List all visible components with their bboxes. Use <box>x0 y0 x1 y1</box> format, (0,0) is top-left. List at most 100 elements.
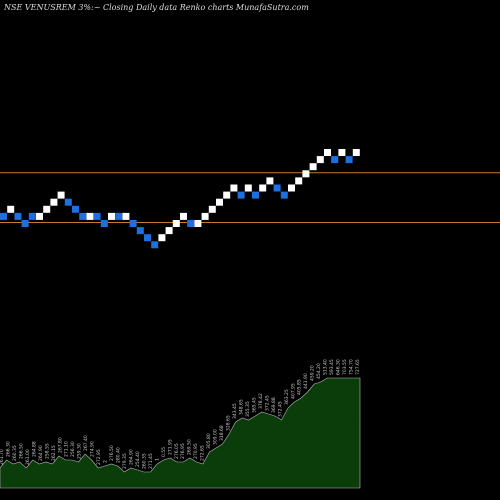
volume-label: 703.55 <box>342 359 348 375</box>
volume-label: 372.45 <box>264 395 270 411</box>
renko-brick <box>86 212 94 220</box>
volume-label: 260.35 <box>12 445 18 461</box>
renko-brick <box>14 212 22 220</box>
renko-brick <box>100 220 108 227</box>
renko-brick <box>302 170 310 178</box>
volume-label: 348.65 <box>239 399 245 415</box>
renko-brick <box>144 234 151 242</box>
renko-brick <box>64 198 72 206</box>
renko-brick <box>79 212 87 220</box>
renko-brick <box>180 212 187 220</box>
renko-brick <box>108 212 115 220</box>
volume-label: 343.45 <box>232 403 238 419</box>
renko-brick <box>316 156 324 164</box>
volume-area <box>0 377 361 489</box>
chart-change-separator: :~ <box>91 3 101 12</box>
volume-label: 459.20 <box>310 365 316 381</box>
renko-brick <box>122 212 130 220</box>
volume-label: 262.15 <box>51 445 57 461</box>
renko-brick <box>28 212 36 220</box>
chart-symbol: NSE VENUSREM <box>4 3 76 12</box>
volume-label: 276.95 <box>180 443 186 459</box>
renko-brick <box>288 184 295 192</box>
renko-brick <box>352 149 360 156</box>
volume-label: 267.80 <box>57 437 63 453</box>
volume-label: 369.88 <box>271 397 277 413</box>
volume-label: 328.65 <box>226 415 232 431</box>
volume-label: 270.95 <box>193 443 199 459</box>
volume-label: 271.45 <box>148 453 154 469</box>
renko-brick <box>57 191 65 199</box>
renko-brick <box>216 198 223 206</box>
renko-brick <box>295 177 303 185</box>
renko-brick <box>136 227 144 235</box>
renko-brick <box>43 205 51 213</box>
renko-brick <box>223 191 231 199</box>
renko-brick <box>237 191 245 199</box>
volume-label: 269.50 <box>187 439 193 455</box>
volume-label: 264.90 <box>129 449 135 465</box>
renko-brick <box>252 191 259 199</box>
renko-brick <box>158 234 166 242</box>
volume-label: 355.35 <box>245 401 251 417</box>
volume-label: 305.80 <box>206 433 212 449</box>
renko-brick <box>50 198 58 206</box>
volume-label: 276.50 <box>109 445 115 461</box>
renko-brick <box>273 184 281 192</box>
volume-label: 646.30 <box>336 359 342 375</box>
volume-label: 378.42 <box>258 393 264 409</box>
renko-brick <box>338 149 346 156</box>
chart-change: 3% <box>78 3 92 12</box>
renko-brick <box>194 220 202 227</box>
volume-label: 272.65 <box>200 445 206 461</box>
renko-brick <box>129 220 137 227</box>
volume-label: 405.85 <box>297 379 303 395</box>
volume-label: 1 <box>154 458 160 461</box>
chart-description: Closing Daily data Renko charts MunafaSu… <box>102 3 309 12</box>
volume-label: 266.30 <box>6 441 12 457</box>
volume-label: 266.50 <box>18 443 24 459</box>
volume-label: 261.70 <box>0 449 5 465</box>
volume-label: 2 <box>103 460 109 463</box>
renko-brick <box>280 191 288 199</box>
volume-label: 264.88 <box>31 441 37 457</box>
volume-label: 274.90 <box>90 441 96 457</box>
renko-brick <box>309 163 317 171</box>
renko-brick <box>331 156 339 164</box>
renko-brick <box>165 227 173 235</box>
volume-label: 256.30 <box>70 441 76 457</box>
renko-brick <box>345 156 353 164</box>
volume-label: 727.65 <box>355 359 361 375</box>
volume-label: 372.45 <box>277 401 283 417</box>
volume-label: 272.95 <box>96 449 102 465</box>
renko-brick <box>230 184 238 192</box>
renko-brick <box>0 212 7 220</box>
volume-label: 454.20 <box>316 363 322 379</box>
volume-label: 513.40 <box>323 359 329 375</box>
volume-label: 258.55 <box>44 443 50 459</box>
volume-label: 365.45 <box>251 397 257 413</box>
renko-brick <box>151 241 159 249</box>
renko-brick <box>93 212 101 220</box>
renko-brick <box>7 205 15 213</box>
volume-label: 279.35 <box>122 453 128 469</box>
volume-label: 441.90 <box>303 373 309 389</box>
volume-label: 309.00 <box>213 429 219 445</box>
volume-label: 363.25 <box>284 389 290 405</box>
volume-label: 261.00 <box>25 449 31 465</box>
renko-brick <box>21 220 29 227</box>
renko-brick <box>115 212 123 220</box>
renko-brick <box>208 205 216 213</box>
volume-label: 318.68 <box>219 425 225 441</box>
renko-brick <box>172 220 180 227</box>
volume-label: 260.35 <box>141 453 147 469</box>
volume-label: 254.40 <box>135 451 141 467</box>
volume-label: 267.40 <box>83 435 89 451</box>
volume-label: 271.95 <box>167 439 173 455</box>
renko-brick <box>36 212 43 220</box>
chart-header: NSE VENUSREM 3%:~ Closing Daily data Ren… <box>4 3 309 12</box>
volume-label: 407.95 <box>290 383 296 399</box>
volume-label: 593.45 <box>329 359 335 375</box>
